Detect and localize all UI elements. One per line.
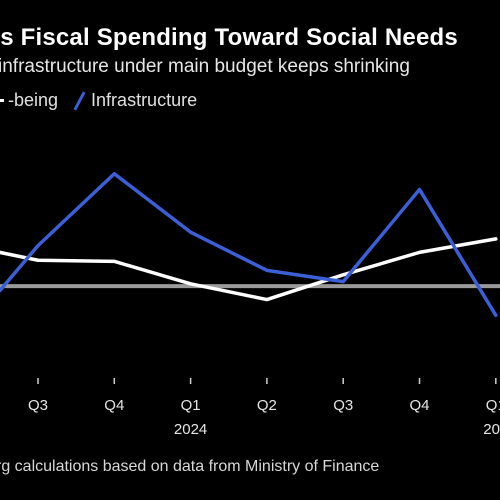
x-year-label: 202 xyxy=(483,421,500,438)
series-line-infrastructure xyxy=(0,171,498,318)
x-tick-label: Q1 xyxy=(486,397,500,414)
legend-item-wellbeing: -being xyxy=(0,90,58,111)
x-tick-label: Q1 xyxy=(181,397,201,414)
legend-label-infrastructure: Infrastructure xyxy=(91,90,198,110)
legend-swatch-wellbeing xyxy=(0,99,4,102)
x-tick-label: Q4 xyxy=(409,397,429,414)
x-tick-label: Q4 xyxy=(104,397,124,414)
source-note: rg calculations based on data from Minis… xyxy=(0,458,380,475)
legend-label-wellbeing: -being xyxy=(8,90,59,110)
x-tick-label: Q2 xyxy=(257,397,277,414)
legend: -being Infrastructure xyxy=(0,90,211,111)
legend-item-infrastructure: Infrastructure xyxy=(72,90,197,111)
x-tick-label: Q3 xyxy=(333,397,353,414)
chart-title: ts Fiscal Spending Toward Social Needs xyxy=(0,24,458,51)
x-tick-label: Q3 xyxy=(28,397,48,414)
x-year-label: 2024 xyxy=(174,421,207,438)
chart-subtitle: infrastructure under main budget keeps s… xyxy=(0,56,410,77)
series-line-wellbeing xyxy=(0,237,498,302)
